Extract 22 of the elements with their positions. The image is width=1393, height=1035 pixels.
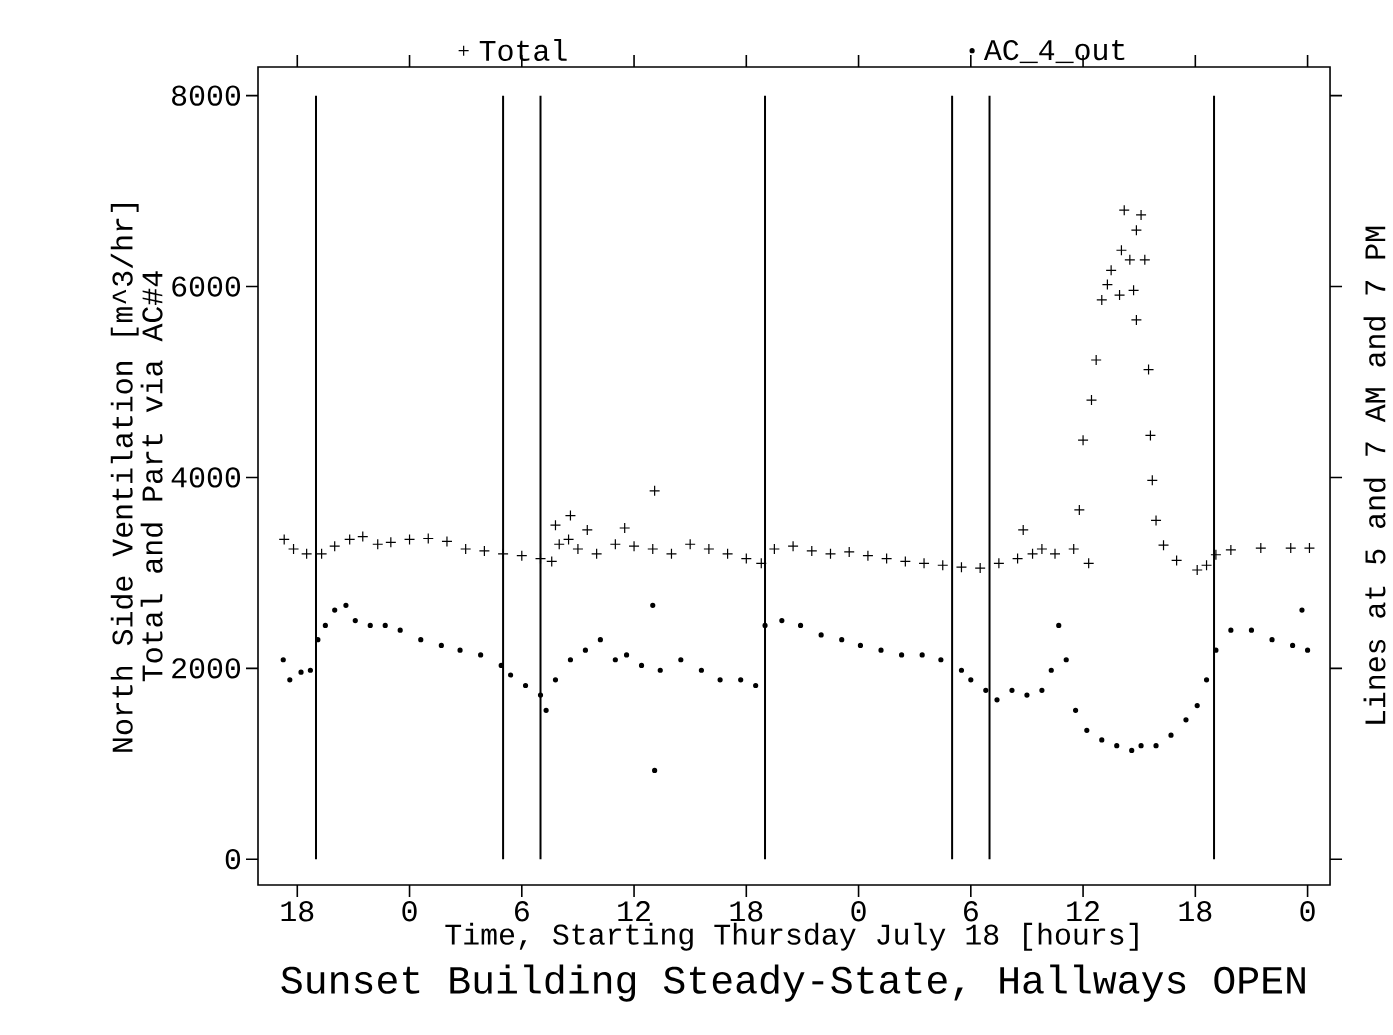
x-tick-label: 6 xyxy=(515,901,529,922)
x-tick-label: 12 xyxy=(1067,901,1099,922)
text: Sunset Building Steady-State, Hallways OPEN xyxy=(281,964,1305,1002)
y-tick-label: 2000 xyxy=(172,658,241,679)
legend-label: AC_4_out xyxy=(983,39,1125,64)
y-tick-label: 8000 xyxy=(172,85,241,106)
text: North Side Ventilation [m^3/hr] xyxy=(110,204,139,752)
x-tick-label: 0 xyxy=(851,901,866,922)
x-tick-label: 18 xyxy=(1179,901,1212,922)
y2-axis-title: Lines at 5 and 7 AM and 7 PM xyxy=(1363,226,1386,724)
y-tick-label: 6000 xyxy=(172,276,241,297)
x-tick-label: 18 xyxy=(730,901,763,922)
x-tick-label: 12 xyxy=(618,901,650,922)
legend-label: Total xyxy=(479,39,567,62)
text: Total and Part via AC#4 xyxy=(140,271,163,682)
x-tick-label: 6 xyxy=(964,901,978,922)
y-tick-label: 0 xyxy=(225,849,241,870)
x-tick-label: 18 xyxy=(281,901,314,922)
y-tick-label: 4000 xyxy=(171,467,241,488)
x-tick-label: 0 xyxy=(402,901,417,922)
x-axis-title: Time, Starting Thursday July 18 [hours] xyxy=(445,922,1138,951)
x-tick-label: 0 xyxy=(1300,901,1315,922)
